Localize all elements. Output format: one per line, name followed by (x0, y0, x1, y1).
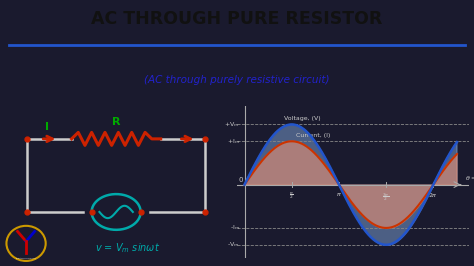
Text: R: R (112, 117, 120, 127)
Text: +I$_m$: +I$_m$ (227, 137, 240, 146)
Text: v = V$_m$ sin$\omega$t: v = V$_m$ sin$\omega$t (95, 241, 160, 255)
Text: $\pi$: $\pi$ (336, 191, 342, 198)
Text: -I$_m$: -I$_m$ (230, 223, 240, 232)
Text: $2\pi$: $2\pi$ (428, 191, 438, 199)
Text: $\frac{3\pi}{2}$: $\frac{3\pi}{2}$ (383, 191, 390, 203)
Text: Current, (I): Current, (I) (296, 133, 330, 138)
Text: $\frac{\pi}{2}$: $\frac{\pi}{2}$ (289, 191, 294, 201)
Text: AC THROUGH PURE RESISTOR: AC THROUGH PURE RESISTOR (91, 10, 383, 28)
Text: Electronics For You: Electronics For You (16, 258, 36, 259)
Text: I: I (45, 122, 49, 132)
Ellipse shape (7, 226, 46, 261)
Text: -V$_m$: -V$_m$ (228, 240, 240, 249)
Text: +V$_m$: +V$_m$ (225, 120, 240, 129)
Text: 0: 0 (238, 177, 243, 183)
Text: $\theta$ = $\omega$t: $\theta$ = $\omega$t (465, 174, 474, 182)
Text: Voltage, (V): Voltage, (V) (283, 116, 320, 121)
Text: (AC through purely resistive circuit): (AC through purely resistive circuit) (144, 75, 330, 85)
